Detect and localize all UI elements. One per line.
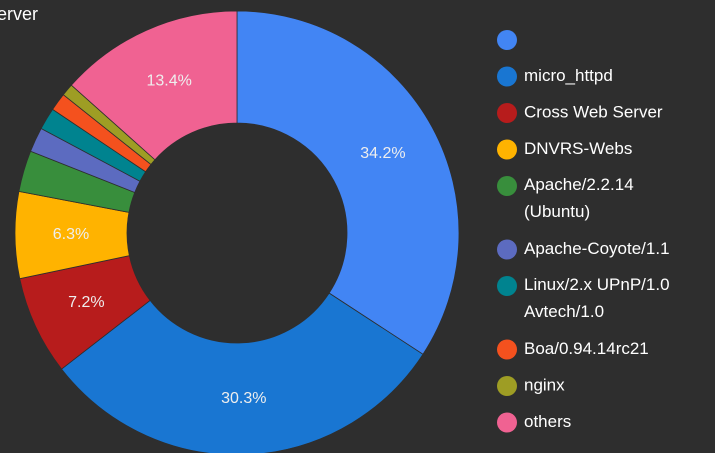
- chart-title: erver: [0, 4, 38, 24]
- legend-swatch: [497, 103, 517, 123]
- legend-swatch: [497, 376, 517, 396]
- legend-swatch: [497, 239, 517, 260]
- data-label: 30.3%: [221, 390, 266, 407]
- legend-swatch: [497, 176, 517, 196]
- legend-swatch: [497, 30, 517, 50]
- slice: [61, 292, 424, 453]
- data-label: 6.3%: [53, 226, 89, 243]
- data-label: 13.4%: [146, 73, 191, 90]
- legend-swatch: [497, 276, 517, 296]
- slice: [236, 10, 460, 355]
- legend-label: Apache-Coyote/1.1: [524, 239, 670, 258]
- legend-swatch: [497, 66, 517, 87]
- legend-swatch: [497, 339, 517, 360]
- legend-label: Boa/0.94.14rc21: [524, 339, 649, 358]
- legend-label: others: [524, 412, 571, 431]
- legend-label: Linux/2.x UPnP/1.0 Avtech/1.0: [524, 275, 670, 321]
- legend-label: nginx: [524, 375, 565, 394]
- slice: [70, 10, 238, 161]
- legend-swatch: [497, 412, 517, 433]
- data-label: 34.2%: [360, 145, 405, 162]
- data-label: 7.2%: [68, 294, 104, 311]
- legend-swatch: [497, 139, 517, 160]
- legend-label: micro_httpd: [524, 66, 613, 85]
- legend-label: DNVRS-Webs: [524, 139, 632, 158]
- legend-label: Apache/2.2.14 (Ubuntu): [524, 175, 634, 221]
- legend-label: Cross Web Server: [524, 102, 663, 121]
